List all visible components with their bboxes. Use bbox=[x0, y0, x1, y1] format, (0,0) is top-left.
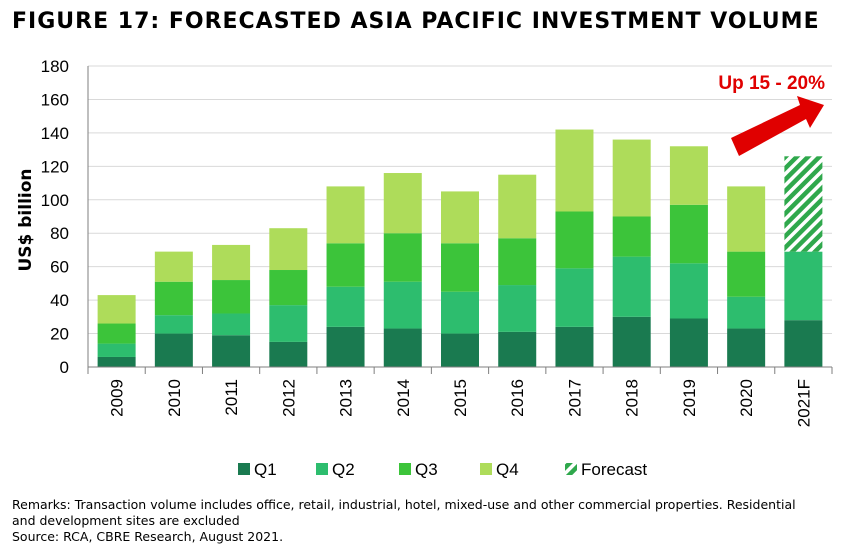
x-tick-label: 2012 bbox=[279, 379, 298, 417]
y-tick-label: 120 bbox=[41, 157, 69, 176]
bar-q2-2014 bbox=[383, 281, 422, 329]
bar-q3-2018 bbox=[612, 216, 651, 257]
bars bbox=[97, 129, 823, 367]
bar-forecast-2021F bbox=[784, 156, 823, 252]
bar-q4-2017 bbox=[555, 129, 594, 212]
legend: Q1 Q2 Q3 Q4 Forecast bbox=[238, 460, 647, 479]
bar-q1-2018 bbox=[612, 316, 651, 367]
bar-q1-2010 bbox=[154, 333, 193, 367]
bar-q4-2011 bbox=[212, 244, 251, 281]
legend-label-q2: Q2 bbox=[332, 460, 355, 479]
x-tick-label: 2015 bbox=[451, 379, 470, 417]
axes: 0 20 40 60 80 100 120 140 160 180 2009 2010 2011 2012… bbox=[41, 57, 833, 427]
bar-q2-2015 bbox=[441, 291, 479, 334]
bar-q1-2015 bbox=[441, 333, 479, 367]
bar-q1-2017 bbox=[555, 326, 594, 367]
bar-q3-2014 bbox=[383, 233, 422, 282]
source-note: Source: RCA, CBRE Research, August 2021. bbox=[12, 529, 284, 544]
bar-q1-2009 bbox=[97, 356, 136, 367]
bar-q3-2020 bbox=[727, 251, 766, 297]
bar-q4-2009 bbox=[97, 295, 136, 324]
bar-q2-2020 bbox=[727, 296, 766, 329]
x-tick-label: 2017 bbox=[565, 379, 584, 417]
bar-q4-2020 bbox=[727, 186, 766, 252]
legend-swatch-q1 bbox=[238, 463, 250, 475]
legend-swatch-q4 bbox=[480, 463, 492, 475]
x-tick-label: 2019 bbox=[680, 379, 699, 417]
bar-q1-2020 bbox=[727, 328, 766, 367]
bar-q2-2011 bbox=[212, 313, 251, 336]
bar-q4-2010 bbox=[154, 251, 193, 282]
bar-q2-2017 bbox=[555, 268, 594, 327]
remarks-line-2: and development sites are excluded bbox=[12, 513, 240, 528]
legend-swatch-forecast bbox=[565, 463, 577, 475]
page-title: FIGURE 17: FORECASTED ASIA PACIFIC INVES… bbox=[12, 9, 820, 34]
y-axis-label: US$ billion bbox=[16, 168, 36, 271]
legend-label-q3: Q3 bbox=[415, 460, 438, 479]
remarks: Remarks: Transaction volume includes off… bbox=[12, 497, 796, 545]
x-tick-label: 2016 bbox=[508, 379, 527, 417]
bar-q3-2013 bbox=[326, 243, 365, 287]
growth-annotation: Up 15 - 20% bbox=[718, 73, 825, 94]
bar-q2-2018 bbox=[612, 256, 651, 317]
bar-q3-2016 bbox=[498, 238, 537, 286]
x-tick-label: 2013 bbox=[337, 379, 356, 417]
y-tick-label: 0 bbox=[60, 358, 69, 377]
y-tick-label: 140 bbox=[41, 124, 69, 143]
bar-q4-2019 bbox=[669, 146, 708, 205]
bar-q2-2021F bbox=[784, 251, 823, 321]
x-tick-label: 2020 bbox=[737, 379, 756, 417]
bar-q2-2013 bbox=[326, 286, 365, 327]
y-tick-label: 20 bbox=[50, 325, 69, 344]
y-tick-label: 160 bbox=[41, 90, 69, 109]
legend-label-q1: Q1 bbox=[254, 460, 277, 479]
bar-q4-2016 bbox=[498, 174, 537, 239]
bar-q3-2010 bbox=[154, 281, 193, 316]
x-tick-label: 2011 bbox=[222, 379, 241, 416]
bar-q1-2011 bbox=[212, 335, 251, 367]
x-tick-label: 2010 bbox=[165, 379, 184, 417]
bar-q1-2014 bbox=[383, 328, 422, 367]
bar-q4-2012 bbox=[269, 228, 308, 271]
bar-q1-2019 bbox=[669, 318, 708, 367]
bar-q3-2011 bbox=[212, 280, 251, 314]
y-tick-label: 40 bbox=[50, 291, 69, 310]
bar-q2-2010 bbox=[154, 315, 193, 334]
bar-q2-2012 bbox=[269, 305, 308, 342]
bar-q2-2019 bbox=[669, 263, 708, 319]
x-tick-label: 2014 bbox=[394, 379, 413, 417]
bar-q4-2018 bbox=[612, 139, 651, 217]
stacked-bar-chart: 0 20 40 60 80 100 120 140 160 180 2009 2010 2011 2012… bbox=[16, 57, 833, 479]
bar-q3-2009 bbox=[97, 323, 136, 344]
bar-q1-2016 bbox=[498, 331, 537, 367]
bar-q1-2012 bbox=[269, 341, 308, 367]
y-tick-label: 180 bbox=[41, 57, 69, 76]
legend-label-forecast: Forecast bbox=[581, 460, 647, 479]
bar-q4-2013 bbox=[326, 186, 365, 244]
bar-q2-2016 bbox=[498, 285, 537, 332]
bar-q3-2015 bbox=[441, 243, 479, 292]
y-tick-label: 100 bbox=[41, 191, 69, 210]
bar-q4-2014 bbox=[383, 173, 422, 234]
remarks-line-1: Remarks: Transaction volume includes off… bbox=[12, 497, 796, 512]
bar-q1-2021F bbox=[784, 320, 823, 367]
x-tick-label: 2009 bbox=[108, 379, 127, 417]
bar-q3-2019 bbox=[669, 204, 708, 264]
bar-q3-2017 bbox=[555, 211, 594, 269]
legend-swatch-q2 bbox=[316, 463, 328, 475]
y-tick-label: 60 bbox=[50, 258, 69, 277]
bar-q3-2012 bbox=[269, 270, 308, 306]
bar-q2-2009 bbox=[97, 343, 136, 357]
annotation: Up 15 - 20% bbox=[718, 73, 825, 156]
legend-label-q4: Q4 bbox=[496, 460, 519, 479]
x-tick-label: 2021F bbox=[794, 379, 813, 427]
bar-q4-2015 bbox=[441, 191, 479, 244]
growth-arrow-icon bbox=[731, 96, 824, 156]
bar-q1-2013 bbox=[326, 326, 365, 367]
x-tick-label: 2018 bbox=[623, 379, 642, 417]
y-tick-label: 80 bbox=[50, 224, 69, 243]
legend-swatch-q3 bbox=[399, 463, 411, 475]
